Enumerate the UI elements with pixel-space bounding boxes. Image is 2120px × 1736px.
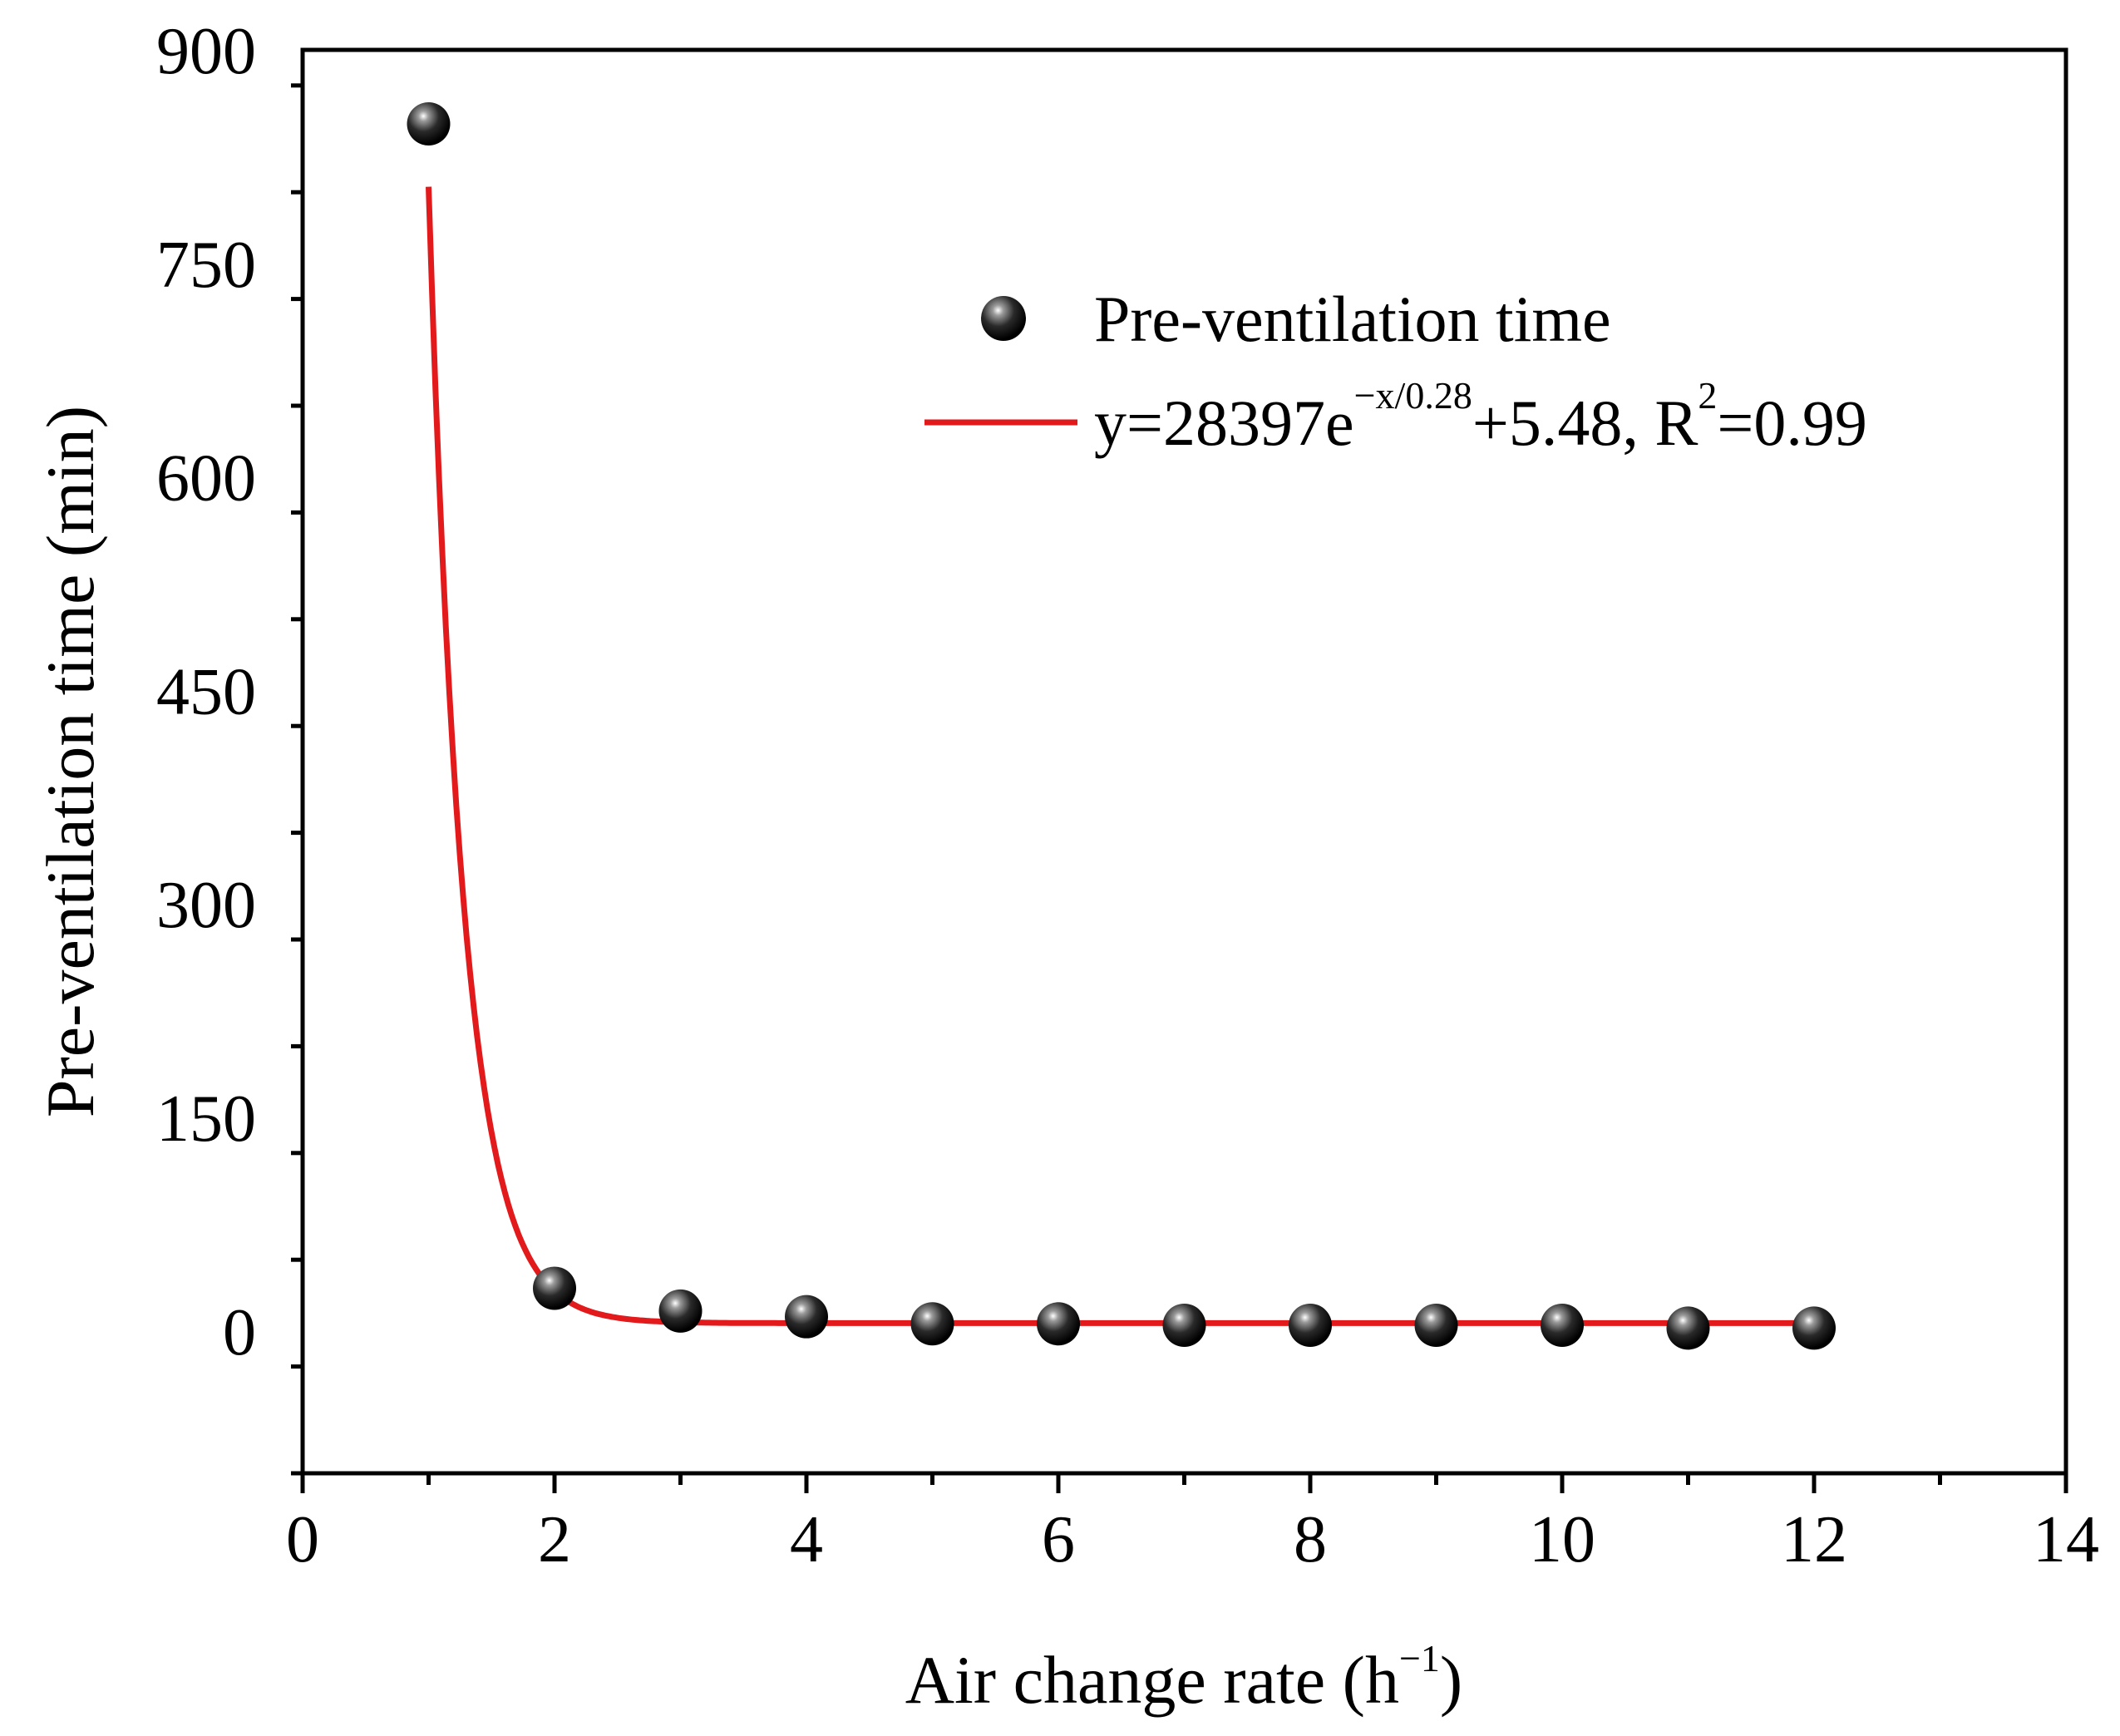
legend-scatter-marker [981, 296, 1026, 341]
data-point [658, 1289, 703, 1333]
data-point [1414, 1303, 1458, 1347]
x-tick-label: 4 [790, 1503, 823, 1576]
fit-curve [426, 186, 1814, 1326]
x-tick-label: 0 [286, 1503, 319, 1576]
legend: Pre-ventilation time y=28397e−x/0.28+5.4… [924, 283, 1867, 459]
y-tick-label: 150 [156, 1083, 256, 1156]
legend-scatter-label: Pre-ventilation time [1094, 283, 1611, 355]
tick-labels: 0 2 4 6 8 10 12 14 0 150 300 450 600 750 900 [156, 15, 2099, 1576]
plot-frame [300, 47, 2068, 1476]
data-points [407, 102, 1836, 1350]
legend-fit-label: y=28397e−x/0.28+5.48, R2=0.99 [1094, 374, 1867, 459]
x-tick-label: 12 [1781, 1503, 1847, 1576]
data-point [910, 1302, 954, 1346]
data-point [1792, 1306, 1836, 1350]
y-tick-label: 750 [156, 229, 256, 302]
axis-ticks [291, 83, 2068, 1493]
x-tick-label: 8 [1294, 1503, 1327, 1576]
y-tick-label: 0 [223, 1296, 256, 1369]
data-point [1037, 1302, 1080, 1346]
x-axis-title: Air change rate (h−1) [905, 1637, 1462, 1718]
data-point [1666, 1306, 1710, 1350]
x-tick-label: 10 [1529, 1503, 1595, 1576]
y-tick-label: 300 [156, 869, 256, 942]
x-tick-label: 14 [2033, 1503, 2099, 1576]
y-tick-label: 450 [156, 655, 256, 728]
data-point [1162, 1303, 1206, 1347]
x-tick-label: 6 [1042, 1503, 1075, 1576]
y-axis-title: Pre-ventilation time (min) [32, 406, 108, 1117]
x-tick-label: 2 [538, 1503, 571, 1576]
data-point [1289, 1303, 1332, 1347]
data-point [533, 1266, 576, 1310]
data-point [407, 102, 451, 146]
data-point [1541, 1303, 1584, 1347]
y-tick-label: 900 [156, 15, 256, 88]
data-point [785, 1295, 828, 1339]
y-tick-label: 600 [156, 442, 256, 515]
